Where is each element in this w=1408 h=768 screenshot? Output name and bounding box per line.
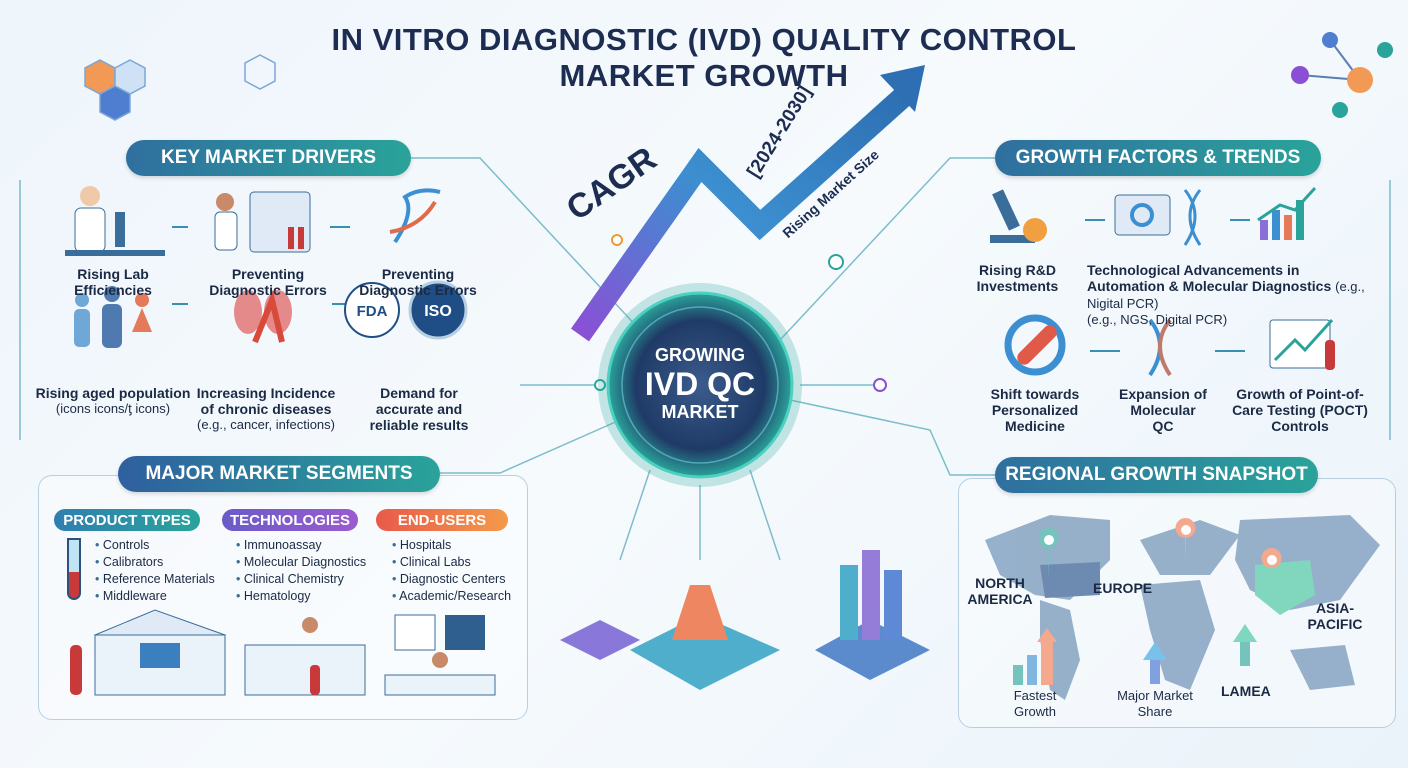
growth-arrowhead (880, 65, 925, 112)
list-item: Clinical Chemistry (236, 571, 366, 588)
list-item: Reference Materials (95, 571, 215, 588)
driver-chronic-diseases: Increasing Incidence of chronic diseases… (192, 385, 340, 433)
regional-panel (958, 478, 1396, 728)
list-item: Calibrators (95, 554, 215, 571)
list-item: Immunoassay (236, 537, 366, 554)
map-pin-icon (1261, 548, 1282, 585)
scientist-microscope-icon (65, 186, 165, 256)
map-pin-icon (1038, 528, 1059, 580)
end-users-list: HospitalsClinical LabsDiagnostic Centers… (392, 537, 511, 605)
center-line2: IVD QC (644, 366, 756, 402)
growth-poct-controls: Growth of Point-of-Care Testing (POCT) C… (1232, 386, 1368, 434)
driver-rising-lab-efficiencies: Rising Lab Efficiencies (74, 266, 152, 298)
iso-seal-icon: ISO (408, 280, 468, 340)
technologies-list: ImmunoassayMolecular DiagnosticsClinical… (236, 537, 366, 605)
list-item: Molecular Diagnostics (236, 554, 366, 571)
svg-text:FDA: FDA (357, 303, 388, 320)
list-item: Hematology (236, 588, 366, 605)
test-tube-icon (67, 538, 81, 600)
growth-molecular-qc: Expansion of Molecular QC (1119, 386, 1207, 434)
list-item: Middleware (95, 588, 215, 605)
growth-note: (e.g., Nigital PCR) (1087, 279, 1365, 311)
region-europe: EUROPE (1093, 580, 1153, 596)
driver-title: Rising aged population (35, 385, 191, 401)
segment-end-users: END-USERS (376, 509, 508, 531)
page-title-line2: MARKET GROWTH (559, 58, 849, 93)
indicator-fastest-growth: Fastest Growth (1013, 688, 1057, 719)
center-hub-circle (606, 291, 794, 479)
growth-bars-icon (1013, 628, 1057, 685)
lab-platform-icons (560, 550, 930, 690)
regional-heading: REGIONAL GROWTH SNAPSHOT (995, 457, 1318, 493)
driver-title: Increasing Incidence of chronic diseases (196, 385, 336, 417)
list-item: Academic/Research (392, 588, 511, 605)
map-pin-icon (1175, 518, 1196, 562)
growth-factors-heading: GROWTH FACTORS & TRENDS (995, 140, 1321, 176)
region-asia-pacific: ASIA-PACIFIC (1307, 600, 1363, 632)
growth-note: (e.g., NGS, Digital PCR) (1087, 312, 1228, 327)
growth-icons (990, 186, 1335, 377)
key-market-drivers-heading: KEY MARKET DRIVERS (126, 140, 411, 176)
center-hub: GROWING IVD QC MARKET (608, 345, 792, 423)
up-arrow-icon (1233, 624, 1257, 666)
indicator-major-market-share: Major Market Share (1117, 688, 1193, 719)
list-item: Hospitals (392, 537, 511, 554)
lab-analyzer-icon (214, 191, 311, 253)
growth-arrow (571, 86, 913, 342)
growth-rd-investments: Rising R&D Investments (976, 262, 1059, 294)
up-arrow-icon (1143, 642, 1167, 684)
region-north-america: NORTH AMERICA (967, 575, 1033, 607)
growth-personalized-medicine: Shift towards Personalized Medicine (990, 386, 1080, 434)
driver-icons: FDA ISO (65, 186, 468, 348)
fda-seal-icon: FDA (344, 282, 400, 338)
driver-note: (icons icons/ƫ icons) (55, 401, 171, 416)
growth-tech-advancements: Technological Advancements in Automation… (1087, 262, 1372, 328)
list-item: Diagnostic Centers (392, 571, 511, 588)
clinician-computer-icon (384, 614, 496, 696)
center-line1: GROWING (655, 345, 745, 365)
hexagon-decor-icon (84, 54, 276, 121)
people-icon (74, 286, 152, 348)
capsule-dna-icon (1004, 314, 1066, 376)
chart-tube-icon (1269, 318, 1335, 370)
growth-title: Technological Advancements in Automation… (1087, 262, 1332, 294)
driver-preventing-errors-2: Preventing Diagnostic Errors (359, 266, 477, 298)
segment-technologies: TECHNOLOGIES (222, 509, 358, 531)
microscope-coin-icon (990, 189, 1047, 243)
product-types-list: ControlsCalibratorsReference MaterialsMi… (95, 537, 215, 605)
driver-note: (e.g., cancer, infections) (196, 417, 335, 432)
list-item: Clinical Labs (392, 554, 511, 571)
lungs-ribbon-icon (234, 290, 292, 344)
segments-heading: MAJOR MARKET SEGMENTS (118, 456, 440, 492)
arrow-right-icon (1085, 219, 1250, 352)
gear-dna-icon (1114, 189, 1202, 246)
driver-accurate-results: Demand for accurate and reliable results (369, 385, 469, 433)
dna-icon (389, 188, 441, 244)
lab-bench-icon (244, 617, 366, 696)
center-line3: MARKET (661, 402, 739, 422)
analyzer-machine-icon (70, 609, 227, 696)
svg-text:ISO: ISO (424, 303, 452, 320)
segment-product-types: PRODUCT TYPES (54, 509, 200, 531)
driver-aged-population: Rising aged population (icons icons/ƫ ico… (32, 385, 194, 417)
driver-preventing-errors-1: Preventing Diagnostic Errors (209, 266, 327, 298)
region-lamea: LAMEA (1221, 683, 1271, 699)
molecule-decor-icon (1291, 32, 1393, 118)
page-title: IN VITRO DIAGNOSTIC (IVD) QUALITY CONTRO… (331, 22, 1077, 57)
segment-illustrations (70, 609, 496, 696)
dna-icon (1148, 318, 1172, 377)
bar-chart-icon (1257, 186, 1317, 240)
list-item: Controls (95, 537, 215, 554)
